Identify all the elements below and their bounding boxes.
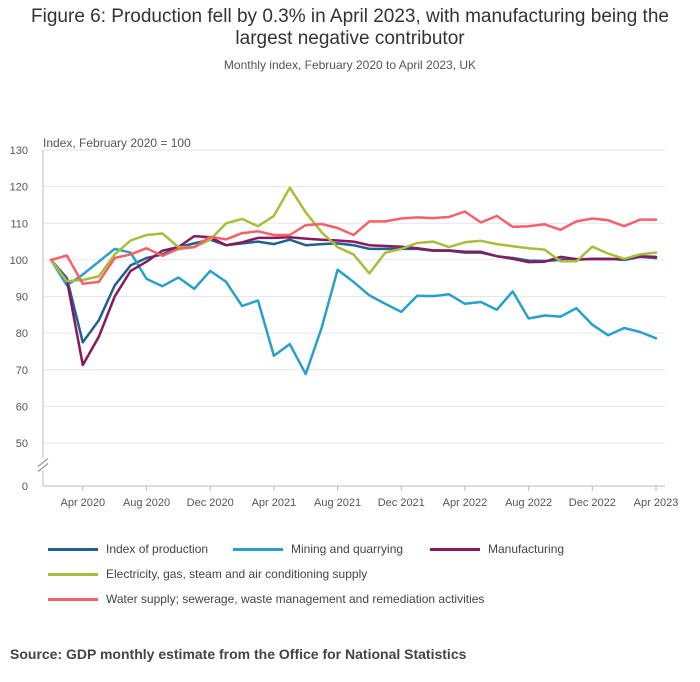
y-tick-label: 90 [16, 292, 28, 304]
y-axis-label: Index, February 2020 = 100 [43, 136, 191, 150]
axis-break-marker [36, 458, 50, 472]
gridlines [43, 149, 665, 487]
y-tick-label: 120 [10, 182, 28, 194]
legend-swatch [48, 572, 98, 576]
legend-label: Mining and quarrying [291, 542, 404, 556]
x-tick-label: Aug 2021 [314, 497, 361, 509]
series-line-3 [49, 186, 658, 283]
x-tick-label: Aug 2022 [505, 497, 552, 509]
legend-label: Index of production [106, 542, 209, 556]
x-tick-label: Aug 2020 [123, 497, 170, 509]
x-axis: Apr 2020 Aug 2020 Dec 2020 Apr 2021 Aug 2021… [42, 150, 679, 509]
legend-swatch [48, 597, 98, 601]
legend-swatch [233, 547, 283, 551]
legend-label: Manufacturing [488, 542, 565, 556]
source-note: Source: GDP monthly estimate from the Of… [10, 646, 467, 662]
x-tick-label: Apr 2023 [634, 497, 679, 509]
series-line-4 [49, 210, 658, 285]
legend-item: Electricity, gas, steam and air conditio… [48, 567, 367, 581]
legend-item: Manufacturing [430, 542, 564, 556]
series-lines [49, 186, 658, 376]
x-tick-label: Dec 2022 [569, 497, 616, 509]
axis-break-gap [36, 458, 50, 471]
legend-label: Water supply; sewerage, waste management… [106, 592, 485, 606]
chart-title: Figure 6: Production fell by 0.3% in Apr… [31, 6, 669, 49]
y-tick-label: 80 [16, 328, 28, 340]
legend-item: Mining and quarrying [233, 542, 403, 556]
axis-break-line [37, 458, 49, 467]
y-tick-label: 110 [10, 218, 28, 230]
legend-swatch [430, 547, 480, 551]
chart-subtitle: Monthly index, February 2020 to April 20… [223, 58, 477, 72]
x-tick-label: Apr 2020 [61, 497, 106, 509]
x-tick-label: Apr 2021 [252, 497, 297, 509]
y-tick-label: 0 [22, 481, 28, 493]
x-tick-label: Apr 2022 [443, 497, 488, 509]
y-tick-label: 60 [16, 401, 28, 413]
y-tick-label: 130 [10, 145, 28, 157]
legend-item: Water supply; sewerage, waste management… [48, 592, 484, 606]
y-axis-ticks: 130 120 110 100 90 80 70 60 50 0 [10, 145, 28, 493]
legend-item: Index of production [48, 542, 208, 556]
y-tick-label: 100 [10, 255, 28, 267]
series-line-1 [49, 247, 658, 376]
y-tick-label: 50 [16, 438, 28, 450]
x-tick-label: Dec 2020 [187, 497, 234, 509]
axis-break-line [37, 463, 49, 472]
legend-label: Electricity, gas, steam and air conditio… [106, 567, 368, 581]
x-tick-label: Dec 2021 [378, 497, 425, 509]
y-tick-label: 70 [16, 365, 28, 377]
legend-swatch [48, 547, 98, 551]
